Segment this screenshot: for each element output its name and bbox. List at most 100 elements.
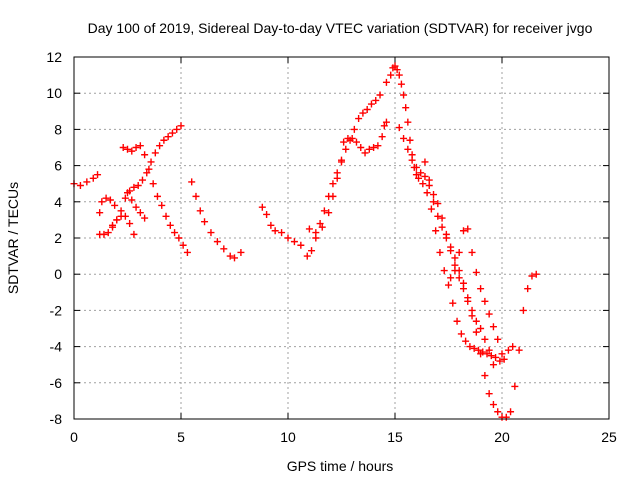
data-point [532, 270, 540, 278]
data-point [498, 350, 506, 358]
data-point [393, 66, 401, 74]
data-point [438, 223, 446, 231]
data-point [258, 203, 266, 211]
data-point [477, 285, 485, 293]
y-tick-label: -2 [50, 302, 63, 318]
data-point [267, 221, 275, 229]
data-point [421, 158, 429, 166]
data-point [477, 325, 485, 332]
data-markers [70, 62, 540, 421]
data-point [492, 353, 500, 361]
data-point [455, 274, 463, 282]
data-point [502, 413, 510, 421]
data-point [481, 297, 489, 305]
chart-title: Day 100 of 2019, Sidereal Day-to-day VTE… [88, 20, 593, 36]
data-point [500, 355, 508, 363]
data-series [395, 124, 540, 421]
data-point [192, 192, 200, 200]
y-axis-label: SDTVAR / TECUs [5, 182, 21, 294]
data-point [213, 238, 221, 246]
data-point [158, 201, 166, 209]
x-tick-label: 15 [387, 429, 403, 445]
data-point [417, 169, 425, 177]
data-point [284, 234, 292, 242]
data-point [303, 252, 311, 260]
data-point [263, 210, 271, 218]
x-tick-label: 10 [280, 429, 296, 445]
data-point [436, 248, 444, 256]
data-point [102, 194, 110, 202]
data-point [136, 209, 144, 217]
y-tick-label: 4 [54, 194, 62, 210]
data-point [130, 183, 138, 191]
tick-labels: 0 5 10 15 20 25 -8 -6 -4 -2 0 2 4 6 8 10 12 [46, 49, 617, 445]
data-point [141, 151, 149, 159]
data-point [175, 234, 183, 242]
x-tick-label: 0 [70, 429, 78, 445]
data-point [166, 221, 174, 229]
data-point [400, 91, 408, 99]
data-point [151, 149, 159, 157]
data-point [406, 136, 414, 144]
data-point [395, 124, 403, 132]
data-point [83, 178, 91, 186]
data-point [196, 207, 204, 215]
data-series [305, 118, 390, 237]
data-point [325, 209, 333, 217]
data-point [104, 229, 112, 237]
data-point [440, 267, 448, 275]
data-point [149, 180, 157, 188]
data-point [481, 372, 489, 380]
data-point [376, 91, 384, 99]
data-point [361, 149, 369, 157]
data-point [98, 198, 106, 206]
data-point [504, 346, 512, 354]
data-point [404, 118, 412, 126]
data-point [412, 171, 420, 179]
data-point [164, 133, 172, 141]
data-point [528, 272, 536, 280]
data-point [511, 382, 519, 390]
data-point [404, 145, 412, 153]
data-point [374, 142, 382, 150]
data-point [177, 122, 185, 130]
data-point [359, 109, 367, 117]
data-point [271, 227, 279, 235]
data-point [188, 178, 196, 186]
data-point [145, 165, 153, 173]
data-point [352, 138, 360, 146]
data-point [329, 192, 337, 200]
data-point [472, 268, 480, 276]
data-series [447, 225, 506, 358]
data-point [153, 192, 161, 200]
data-point [459, 279, 467, 287]
data-point [466, 343, 474, 351]
data-point [128, 196, 136, 204]
y-tick-label: -8 [50, 411, 63, 427]
data-point [378, 133, 386, 141]
data-point [220, 245, 228, 253]
data-point [312, 229, 320, 237]
data-point [179, 241, 187, 249]
data-point [477, 350, 485, 358]
data-point [459, 227, 467, 235]
data-point [94, 171, 102, 179]
x-axis-label: GPS time / hours [287, 458, 394, 474]
data-point [143, 169, 151, 177]
data-point [100, 230, 108, 238]
data-point [370, 144, 378, 151]
data-point [329, 180, 337, 188]
data-point [308, 247, 316, 255]
data-point [474, 346, 482, 354]
data-point [367, 100, 375, 108]
data-point [457, 330, 465, 338]
grid-lines [74, 57, 609, 419]
data-point [136, 142, 144, 150]
data-point [121, 194, 129, 202]
data-point [391, 62, 399, 70]
data-point [400, 134, 408, 142]
data-point [237, 248, 245, 256]
y-tick-label: 2 [54, 230, 62, 246]
data-point [421, 172, 429, 180]
data-point [160, 136, 168, 144]
